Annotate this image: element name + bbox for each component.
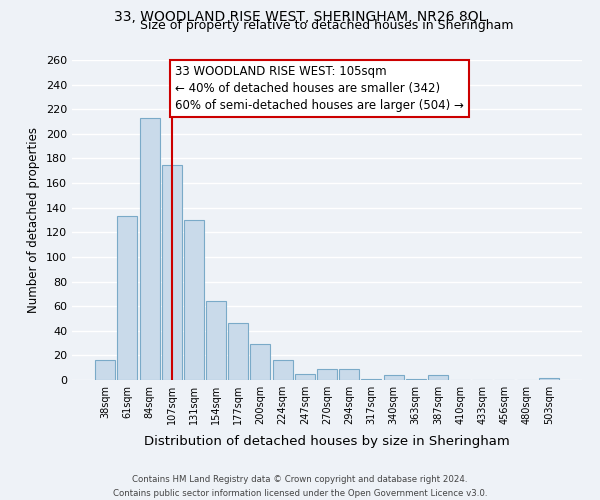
Bar	[228, 324, 248, 380]
Title: Size of property relative to detached houses in Sheringham: Size of property relative to detached ho…	[140, 20, 514, 32]
Bar	[539, 378, 559, 380]
Bar	[250, 344, 271, 380]
Bar	[428, 375, 448, 380]
Text: 33 WOODLAND RISE WEST: 105sqm
← 40% of detached houses are smaller (342)
60% of : 33 WOODLAND RISE WEST: 105sqm ← 40% of d…	[175, 65, 464, 112]
Bar	[383, 375, 404, 380]
Bar	[339, 369, 359, 380]
Y-axis label: Number of detached properties: Number of detached properties	[28, 127, 40, 313]
Bar	[361, 379, 382, 380]
X-axis label: Distribution of detached houses by size in Sheringham: Distribution of detached houses by size …	[144, 436, 510, 448]
Bar	[118, 216, 137, 380]
Bar	[295, 374, 315, 380]
Bar	[184, 220, 204, 380]
Bar	[95, 360, 115, 380]
Bar	[162, 164, 182, 380]
Text: 33, WOODLAND RISE WEST, SHERINGHAM, NR26 8QL: 33, WOODLAND RISE WEST, SHERINGHAM, NR26…	[114, 10, 486, 24]
Text: Contains HM Land Registry data © Crown copyright and database right 2024.
Contai: Contains HM Land Registry data © Crown c…	[113, 476, 487, 498]
Bar	[206, 301, 226, 380]
Bar	[317, 369, 337, 380]
Bar	[140, 118, 160, 380]
Bar	[406, 379, 426, 380]
Bar	[272, 360, 293, 380]
